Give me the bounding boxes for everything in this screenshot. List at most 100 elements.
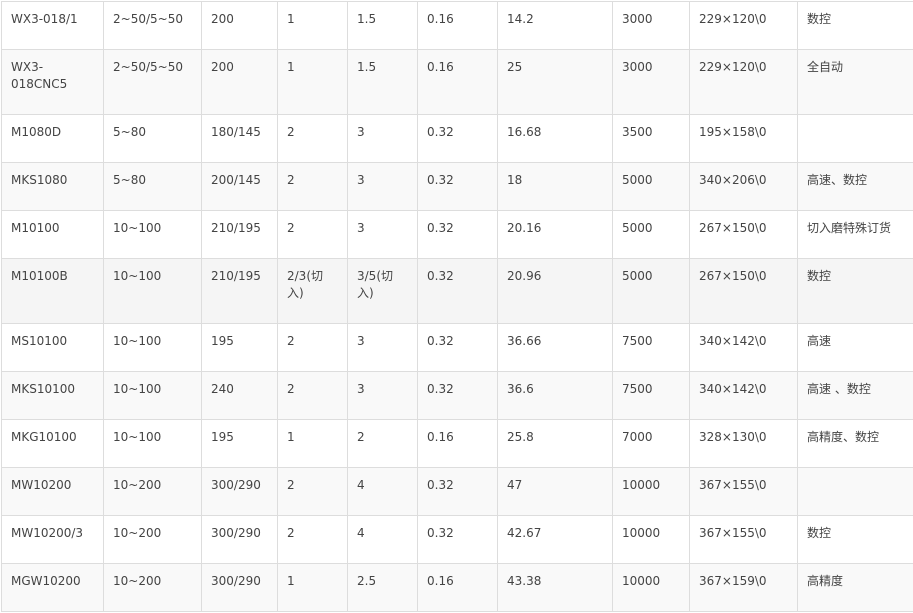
table-cell: WX3-018/1 xyxy=(2,2,104,50)
table-cell: 2 xyxy=(278,115,348,163)
table-cell: 10~200 xyxy=(104,468,202,516)
table-cell: 10000 xyxy=(613,516,690,564)
table-cell: 1 xyxy=(278,564,348,612)
table-cell: 14.2 xyxy=(498,2,613,50)
table-cell: 2 xyxy=(278,163,348,211)
table-cell: 195×158\0 xyxy=(690,115,798,163)
table-cell: MW10200 xyxy=(2,468,104,516)
table-cell: 328×130\0 xyxy=(690,420,798,468)
table-cell: MW10200/3 xyxy=(2,516,104,564)
table-cell: MKS1080 xyxy=(2,163,104,211)
table-cell: 3 xyxy=(348,211,418,259)
table-cell: 3 xyxy=(348,163,418,211)
table-cell: MS10100 xyxy=(2,324,104,372)
table-cell: MGW10200 xyxy=(2,564,104,612)
table-cell: 2 xyxy=(278,211,348,259)
table-cell: 25.8 xyxy=(498,420,613,468)
table-cell: 195 xyxy=(202,324,278,372)
table-cell: 数控 xyxy=(798,259,913,324)
table-cell: 0.32 xyxy=(418,211,498,259)
table-cell: 10~100 xyxy=(104,420,202,468)
table-cell: 0.16 xyxy=(418,420,498,468)
table-cell: 5~80 xyxy=(104,163,202,211)
table-cell: 10~100 xyxy=(104,372,202,420)
table-cell: 3000 xyxy=(613,50,690,115)
table-cell: 229×120\0 xyxy=(690,2,798,50)
table-cell: 210/195 xyxy=(202,211,278,259)
table-cell: 数控 xyxy=(798,2,913,50)
table-cell: 267×150\0 xyxy=(690,259,798,324)
table-cell: 10~200 xyxy=(104,564,202,612)
table-cell: 2 xyxy=(278,372,348,420)
table-cell: 16.68 xyxy=(498,115,613,163)
table-cell: 7500 xyxy=(613,372,690,420)
table-cell: 1.5 xyxy=(348,50,418,115)
table-cell: 180/145 xyxy=(202,115,278,163)
table-cell: 5000 xyxy=(613,211,690,259)
table-cell: 0.32 xyxy=(418,259,498,324)
table-cell: 2 xyxy=(278,516,348,564)
table-cell: 10000 xyxy=(613,468,690,516)
table-cell: 3 xyxy=(348,115,418,163)
table-cell: 367×155\0 xyxy=(690,468,798,516)
table-cell: 0.32 xyxy=(418,163,498,211)
table-cell: 300/290 xyxy=(202,468,278,516)
table-cell: 340×206\0 xyxy=(690,163,798,211)
table-cell: 36.66 xyxy=(498,324,613,372)
table-cell: 200 xyxy=(202,2,278,50)
table-cell: 200 xyxy=(202,50,278,115)
table-cell: 4 xyxy=(348,468,418,516)
table-cell xyxy=(798,468,913,516)
table-cell: MKS10100 xyxy=(2,372,104,420)
table-cell: 0.32 xyxy=(418,324,498,372)
table-cell: 36.6 xyxy=(498,372,613,420)
table-cell: 高精度、数控 xyxy=(798,420,913,468)
table-cell: 10~100 xyxy=(104,259,202,324)
table-cell: 4 xyxy=(348,516,418,564)
table-cell: 7000 xyxy=(613,420,690,468)
table-cell: 2 xyxy=(348,420,418,468)
table-cell: 全自动 xyxy=(798,50,913,115)
table-cell: 高速 xyxy=(798,324,913,372)
table-cell: 300/290 xyxy=(202,564,278,612)
table-cell: 3/5(切入) xyxy=(348,259,418,324)
table-cell: 高精度 xyxy=(798,564,913,612)
table-cell: 3000 xyxy=(613,2,690,50)
table-cell: 0.32 xyxy=(418,115,498,163)
table-cell: 5000 xyxy=(613,259,690,324)
table-cell: 3 xyxy=(348,324,418,372)
table-cell: 0.16 xyxy=(418,564,498,612)
table-cell: M10100B xyxy=(2,259,104,324)
table-cell: 0.32 xyxy=(418,372,498,420)
table-cell: 367×159\0 xyxy=(690,564,798,612)
table-cell: 10~100 xyxy=(104,324,202,372)
table-cell: 367×155\0 xyxy=(690,516,798,564)
table-cell: M1080D xyxy=(2,115,104,163)
table-cell: 42.67 xyxy=(498,516,613,564)
table-cell: 267×150\0 xyxy=(690,211,798,259)
table-cell: 2.5 xyxy=(348,564,418,612)
table-cell: MKG10100 xyxy=(2,420,104,468)
table-cell: 240 xyxy=(202,372,278,420)
table-cell: 340×142\0 xyxy=(690,324,798,372)
table-cell: 10~200 xyxy=(104,516,202,564)
table-cell: 5000 xyxy=(613,163,690,211)
table-cell: 200/145 xyxy=(202,163,278,211)
table-cell: 1 xyxy=(278,420,348,468)
table-cell: 2~50/5~50 xyxy=(104,2,202,50)
table-cell: 2~50/5~50 xyxy=(104,50,202,115)
table-cell: 10~100 xyxy=(104,211,202,259)
table-cell: 210/195 xyxy=(202,259,278,324)
table-cell: 2 xyxy=(278,324,348,372)
table-cell: 43.38 xyxy=(498,564,613,612)
table-cell: 229×120\0 xyxy=(690,50,798,115)
table-cell: 0.32 xyxy=(418,468,498,516)
